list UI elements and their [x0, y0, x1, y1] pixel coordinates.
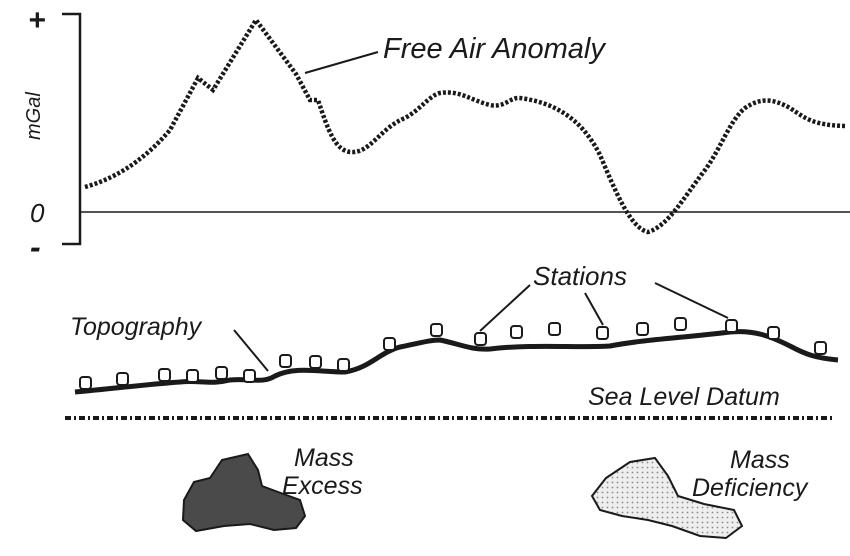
- mgal-axis: [62, 12, 82, 246]
- sea-level-datum-label: Sea Level Datum: [588, 383, 780, 411]
- station-marker: [116, 372, 129, 386]
- free-air-anomaly-curve: [84, 15, 846, 235]
- station-marker: [636, 322, 649, 336]
- station-marker: [767, 326, 780, 340]
- station-marker: [79, 376, 92, 390]
- stations-leaders: [479, 282, 729, 332]
- topography-label: Topography: [70, 313, 203, 341]
- station-marker: [309, 355, 322, 369]
- station-marker: [186, 369, 199, 383]
- station-marker: [279, 354, 292, 368]
- free-air-anomaly-leader: [304, 51, 379, 74]
- station-marker: [430, 323, 443, 337]
- axis-unit-label: mGal: [23, 92, 45, 140]
- station-marker: [548, 322, 561, 336]
- station-marker: [243, 369, 256, 383]
- station-marker: [474, 332, 487, 346]
- mass-excess-label-line2: Excess: [282, 472, 363, 500]
- station-marker: [215, 366, 228, 380]
- stations-label: Stations: [533, 261, 627, 291]
- station-marker: [674, 317, 687, 331]
- station-marker: [383, 337, 396, 351]
- axis-plus-label: +: [28, 4, 46, 37]
- station-marker: [337, 358, 350, 372]
- station-marker: [725, 319, 738, 333]
- mass-deficiency-label-line2: Deficiency: [692, 474, 809, 502]
- mass-excess-body: [181, 452, 307, 533]
- mass-deficiency-body: [590, 456, 744, 540]
- station-marker: [158, 368, 171, 382]
- free-air-anomaly-label: Free Air Anomaly: [383, 33, 606, 65]
- mass-deficiency-label-line1: Mass: [730, 446, 790, 474]
- axis-zero-label: 0: [30, 198, 45, 228]
- station-markers: [79, 317, 827, 390]
- station-marker: [814, 341, 827, 355]
- topography-leader: [233, 329, 269, 372]
- axis-minus-label: -: [30, 229, 41, 265]
- station-marker: [510, 325, 523, 339]
- mass-excess-label-line1: Mass: [294, 444, 354, 472]
- station-marker: [596, 326, 609, 340]
